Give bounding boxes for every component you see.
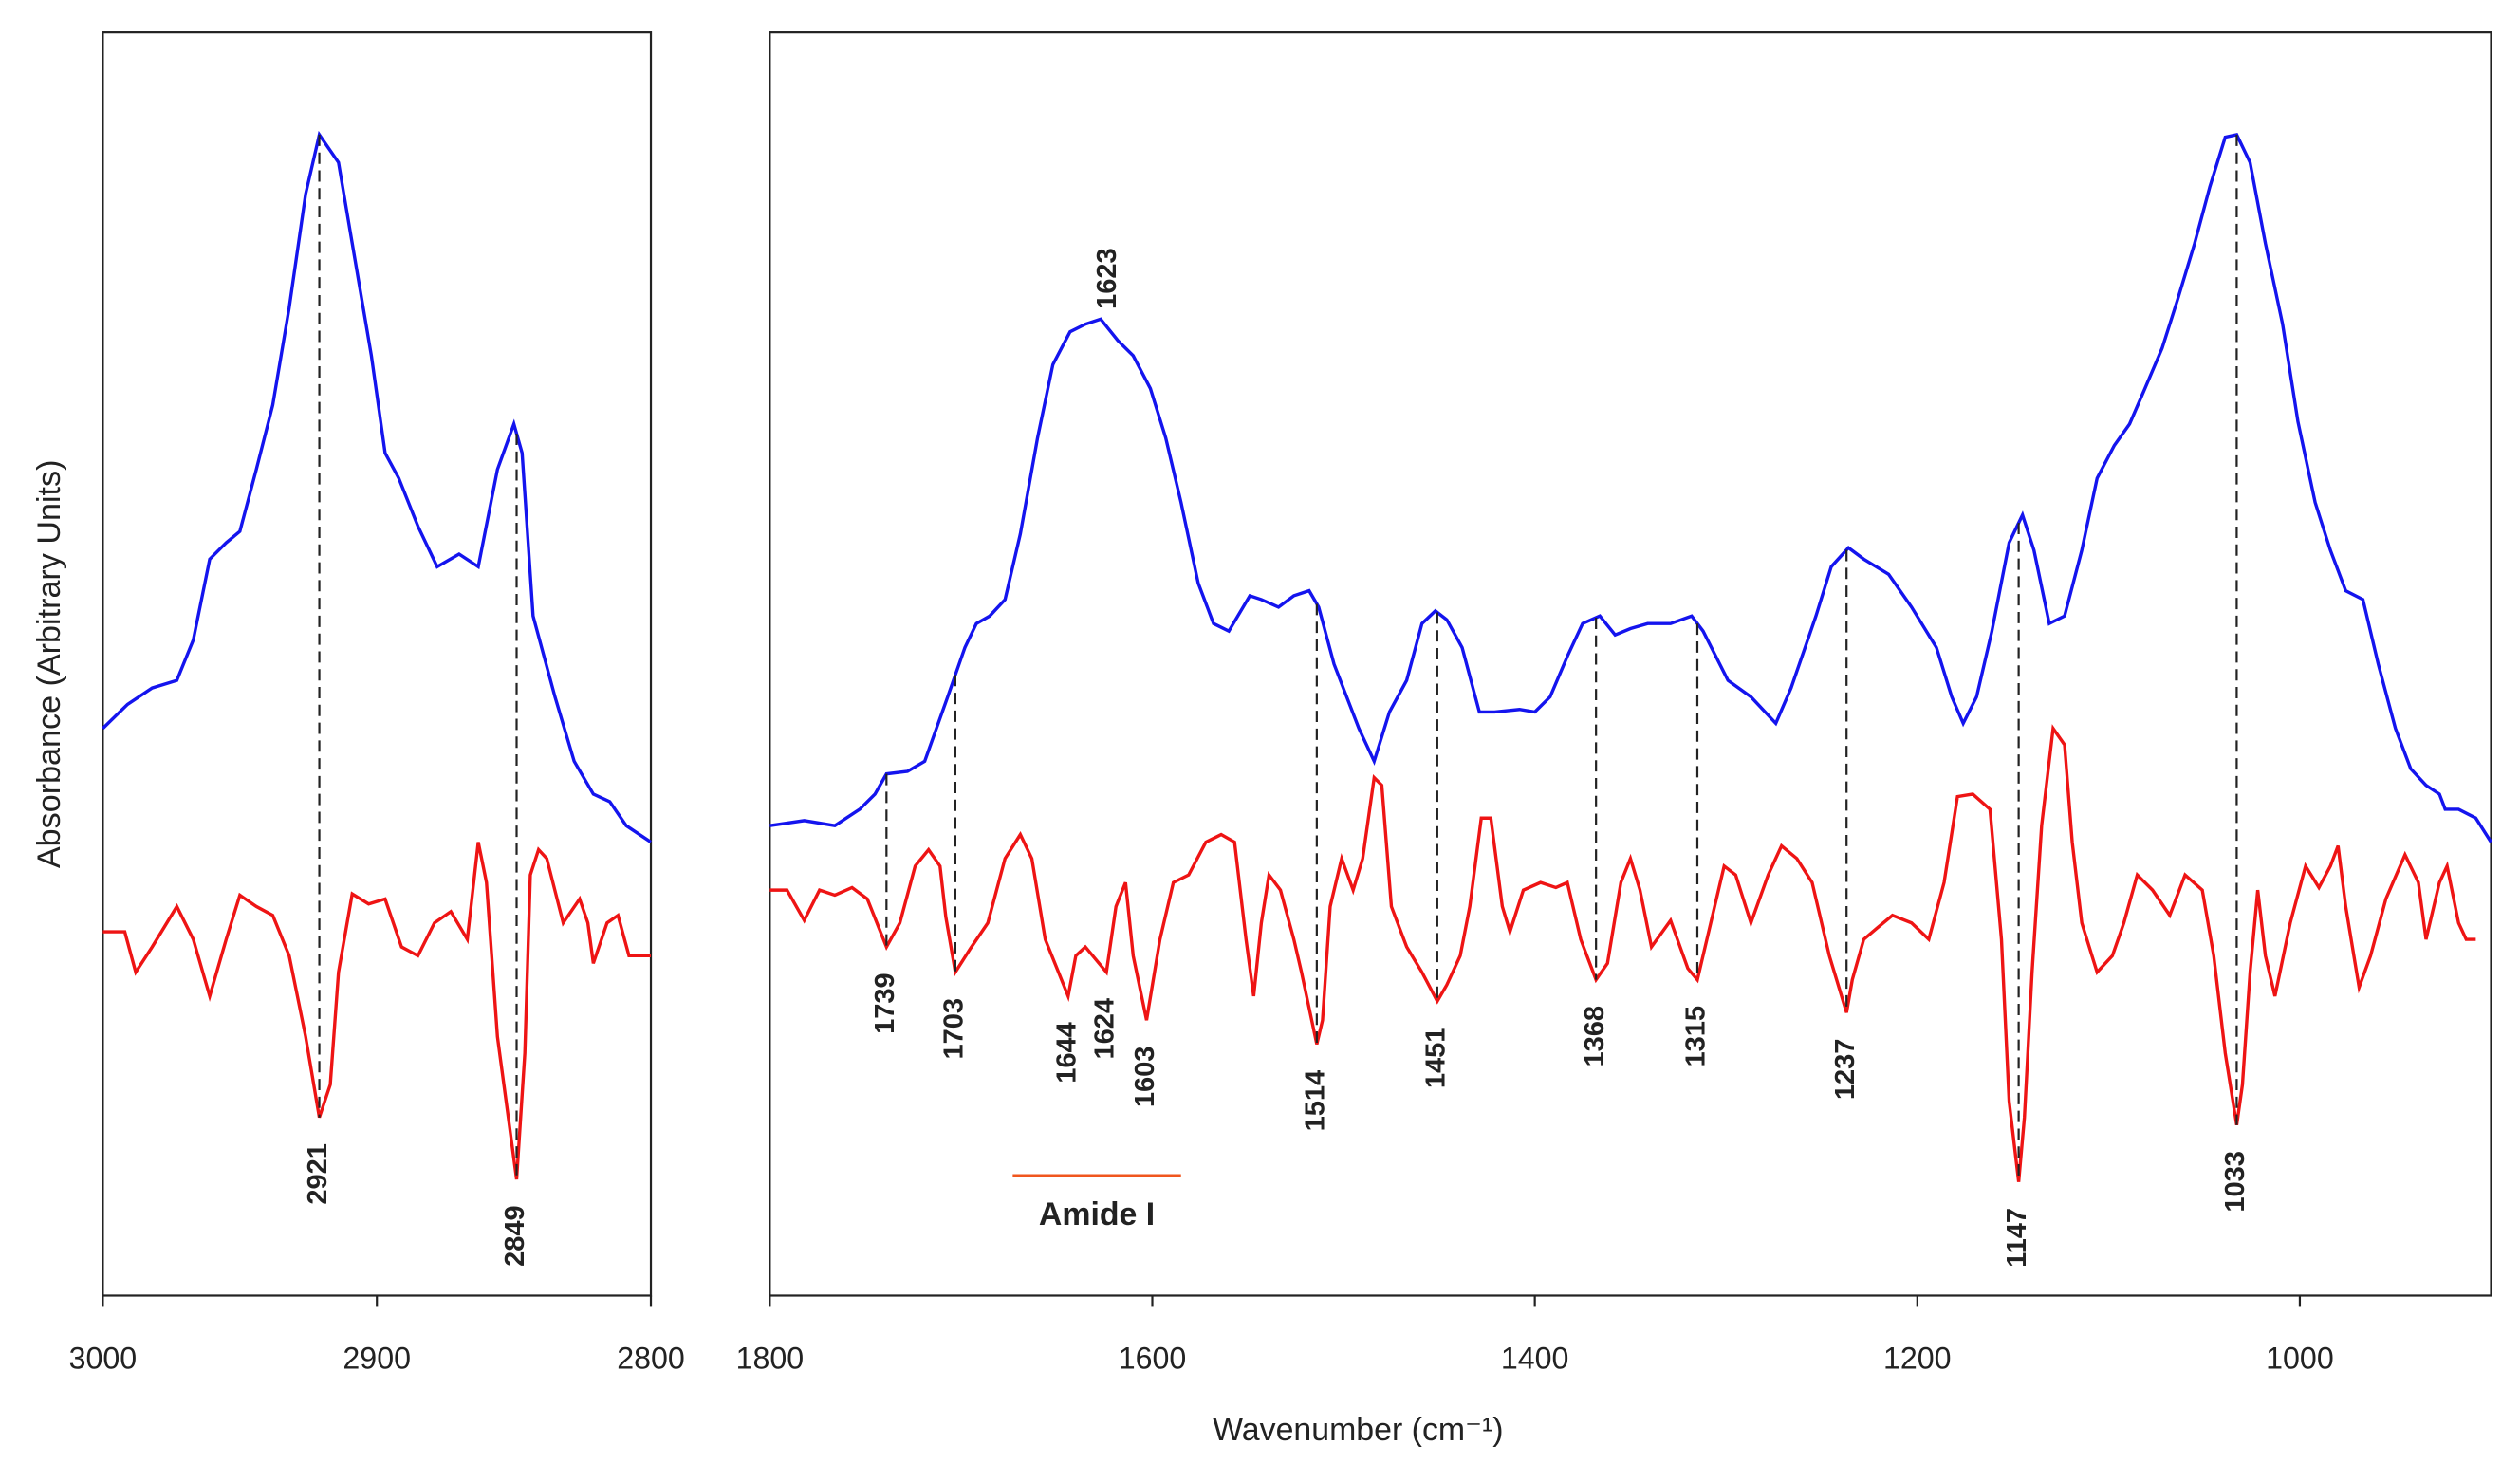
spectrum-line <box>769 133 2492 843</box>
x-tick-label: 3000 <box>69 1341 138 1375</box>
x-tick-label: 1400 <box>1501 1341 1569 1375</box>
plot-frame <box>769 31 2492 1297</box>
peak-label: 1451 <box>1421 1028 1452 1089</box>
peak-label: 1739 <box>870 973 900 1034</box>
spectrum-line <box>769 724 2476 1182</box>
peak-label: 1603 <box>1130 1047 1160 1108</box>
peak-label: 1315 <box>1681 1006 1712 1067</box>
peak-label: 1147 <box>2002 1208 2032 1268</box>
peak-label: 1623 <box>1092 248 1122 309</box>
peak-label: 1237 <box>1830 1039 1861 1101</box>
peak-label: 1033 <box>2220 1151 2251 1213</box>
x-tick-label: 1000 <box>2266 1341 2334 1375</box>
x-tick-label: 1600 <box>1119 1341 1187 1375</box>
peak-label: 1644 <box>1052 1022 1083 1084</box>
peak-label: 1368 <box>1580 1006 1610 1067</box>
spectrum-line <box>102 130 652 843</box>
x-tick-label: 2800 <box>617 1341 685 1375</box>
peak-label: 2921 <box>303 1143 333 1205</box>
region-label: Amide I <box>1039 1196 1155 1232</box>
peak-label: 1703 <box>939 998 970 1060</box>
x-axis-label: Wavenumber (cm⁻¹) <box>1213 1412 1503 1448</box>
peak-label: 1514 <box>1301 1070 1331 1132</box>
y-axis-label: Absorbance (Arbitrary Units) <box>31 460 67 869</box>
peak-label: 1624 <box>1090 998 1121 1060</box>
x-tick-label: 2900 <box>343 1341 411 1375</box>
x-tick-label: 1800 <box>736 1341 805 1375</box>
spectrum-line <box>102 842 652 1180</box>
x-tick-label: 1200 <box>1883 1341 1952 1375</box>
peak-label: 2849 <box>500 1205 530 1267</box>
